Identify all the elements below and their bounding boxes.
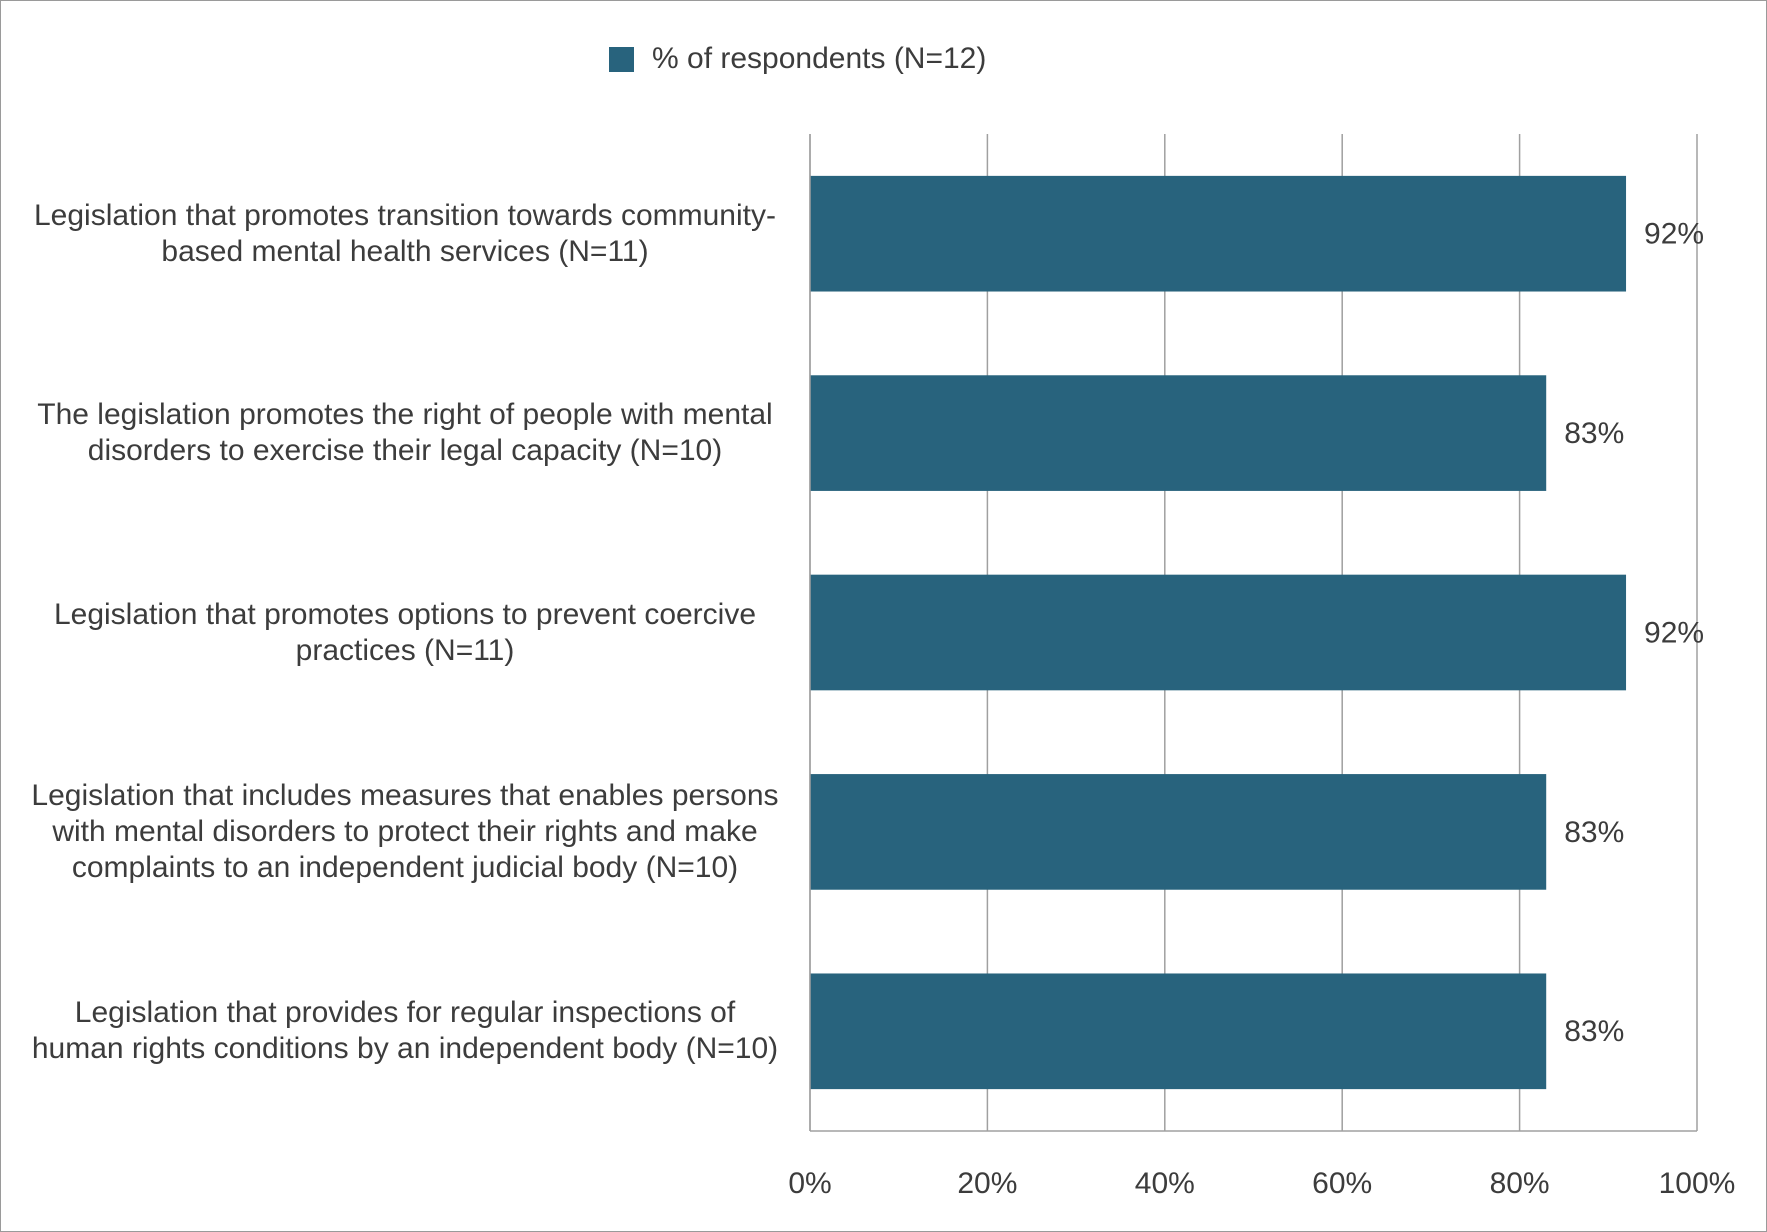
bar [810, 375, 1547, 491]
data-label: 83% [1564, 417, 1624, 450]
bar [810, 973, 1547, 1090]
x-tick-label: 60% [1312, 1167, 1372, 1200]
bar [810, 774, 1547, 890]
x-tick-label: 0% [788, 1167, 831, 1200]
legend-swatch [609, 47, 634, 72]
bar [810, 574, 1627, 691]
y-tick-label: Legislation that provides for regular in… [31, 996, 779, 1066]
x-tick-label: 40% [1135, 1167, 1195, 1200]
bar [810, 175, 1627, 292]
y-tick-label: Legislation that includes measures that … [31, 778, 779, 884]
x-tick-label: 20% [957, 1167, 1017, 1200]
y-tick-label: The legislation promotes the right of pe… [37, 398, 773, 468]
y-tick-label: Legislation that promotes options to pre… [53, 597, 757, 667]
data-label: 83% [1564, 1015, 1624, 1048]
data-label: 92% [1644, 218, 1704, 251]
data-label: 92% [1644, 616, 1704, 649]
x-tick-label: 100% [1659, 1167, 1736, 1200]
x-tick-label: 80% [1490, 1167, 1550, 1200]
y-tick-label: Legislation that promotes transition tow… [33, 198, 776, 268]
data-label: 83% [1564, 816, 1624, 849]
legend-label: % of respondents (N=12) [652, 42, 986, 75]
